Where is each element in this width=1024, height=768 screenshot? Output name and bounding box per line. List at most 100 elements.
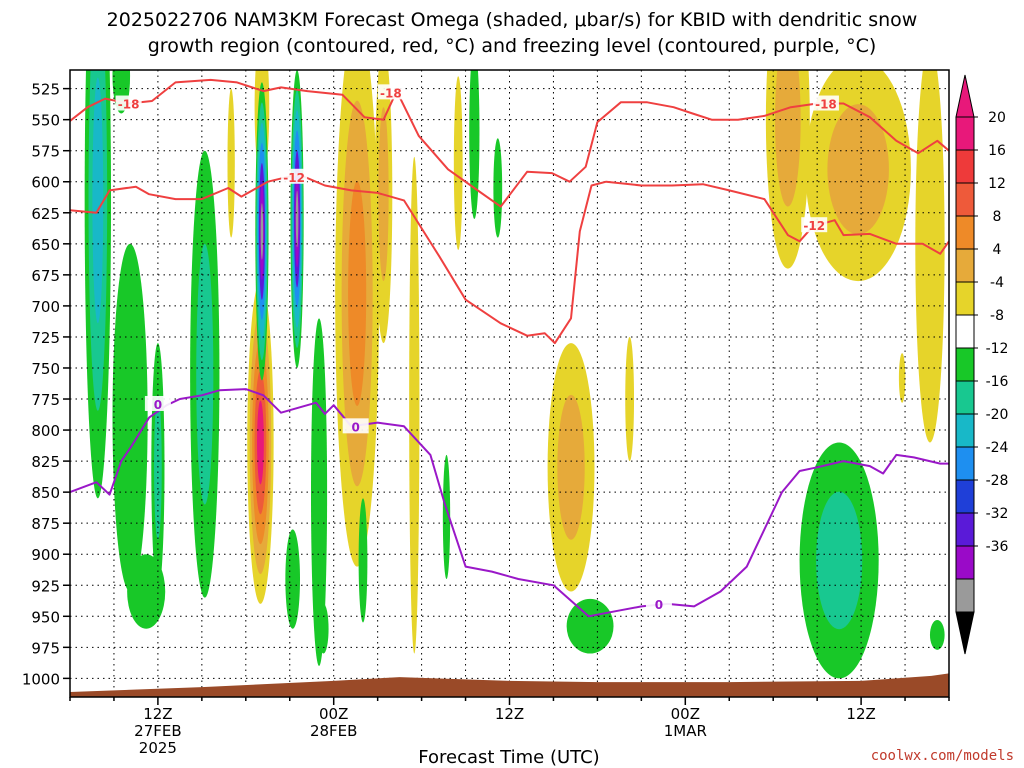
contour--18-label-bg-1 [377, 84, 404, 100]
omega-blob-29-level-0 [898, 353, 906, 403]
colorbar-segment-2 [955, 182, 975, 217]
colorbar-segment-4 [955, 248, 975, 283]
contour-0-label-0: 0 [154, 398, 162, 412]
colorbar-label-10: -24 [986, 440, 1009, 456]
omega-blob-28-level-1 [816, 491, 863, 630]
colorbar-arrow-bottom [955, 611, 975, 655]
colorbar-segment-1 [955, 149, 975, 184]
colorbar-label-13: -36 [986, 539, 1009, 555]
colorbar-label-1: 16 [988, 143, 1006, 159]
x-tick-label-42-1: 1MAR [664, 722, 707, 740]
colorbar-label-8: -16 [986, 374, 1009, 390]
y-tick-label-900: 900 [31, 546, 60, 564]
contour-0-label-1: 0 [351, 420, 359, 434]
contour--18-label-1: -18 [380, 86, 402, 100]
colorbar-arrow-top [955, 74, 975, 118]
omega-blob-19-level-0 [453, 76, 463, 251]
omega-blob-26-level-1 [827, 104, 889, 235]
y-tick-label-750: 750 [31, 360, 60, 378]
y-tick-label-800: 800 [31, 422, 60, 440]
omega-blob-12-level-0 [310, 318, 328, 666]
y-axis: 525 550 575 600 625 650 675 700 725 750 775 800 825 8… [22, 81, 70, 688]
y-tick-label-575: 575 [31, 143, 60, 161]
contour--18-label-bg-2 [812, 95, 839, 111]
colorbar-segment-10 [955, 446, 975, 481]
y-tick-label-950: 950 [31, 608, 60, 626]
x-tick-label-6-0: 12Z [143, 705, 172, 723]
colorbar-segment-0 [955, 116, 975, 151]
omega-blob-2-level-0 [112, 243, 148, 592]
y-tick-label-825: 825 [31, 453, 60, 471]
chart-title-line-1: 2025022706 NAM3KM Forecast Omega (shaded… [107, 9, 918, 31]
omega-shading [84, 70, 945, 679]
contour--18-label-2: -18 [815, 98, 837, 112]
credit-text: coolwx.com/models [871, 748, 1014, 764]
y-tick-label-550: 550 [31, 112, 60, 130]
y-tick-label-700: 700 [31, 298, 60, 316]
contour--18-label-0: -18 [118, 98, 140, 112]
y-tick-label-675: 675 [31, 267, 60, 285]
colorbar-label-2: 12 [988, 176, 1006, 192]
contour-0-label-bg-1 [342, 418, 369, 434]
colorbar-label-0: 20 [988, 110, 1006, 126]
colorbar-segment-6 [955, 314, 975, 349]
temperature-contours: -18 -18 -18 -12 -12 0 0 0 [70, 78, 949, 618]
colorbar-label-5: -4 [990, 275, 1004, 291]
omega-blob-0-level-2 [92, 77, 104, 324]
contour--18-label-bg-0 [115, 95, 142, 111]
omega-blob-22-level-1 [557, 394, 585, 540]
omega-blob-27-level-0 [915, 70, 945, 443]
colorbar: 20 16 12 8 4 -4 -8 -12 -16 -20 -24 -28 -32 -36 [955, 74, 1009, 655]
colorbar-label-7: -12 [986, 341, 1009, 357]
colorbar-segment-12 [955, 512, 975, 547]
omega-blob-17-level-0 [409, 156, 420, 654]
plot-area: -18 -18 -18 -12 -12 0 0 0 [69, 69, 950, 698]
grid-lines [70, 70, 949, 697]
omega-blob-11-level-0 [285, 529, 301, 629]
colorbar-segment-5 [955, 281, 975, 316]
colorbar-label-11: -28 [986, 473, 1009, 489]
x-tick-label-42-0: 00Z [671, 705, 700, 723]
colorbar-segment-14 [955, 578, 975, 613]
contour-0-label-2: 0 [655, 598, 663, 612]
terrain-surface [70, 673, 949, 697]
colorbar-label-3: 8 [993, 209, 1002, 225]
y-tick-label-850: 850 [31, 484, 60, 502]
colorbar-segment-7 [955, 347, 975, 382]
contour--12-label-bg-1 [801, 217, 828, 233]
omega-blob-16-level-0 [358, 498, 368, 623]
omega-blob-6-level-0 [227, 88, 235, 238]
colorbar-label-12: -32 [986, 506, 1009, 522]
y-tick-label-975: 975 [31, 639, 60, 657]
y-tick-label-875: 875 [31, 515, 60, 533]
terrain-layer [70, 673, 949, 697]
contour-0-line [70, 388, 949, 618]
colorbar-segment-8 [955, 380, 975, 415]
omega-blob-30-level-0 [929, 620, 945, 650]
colorbar-segment-13 [955, 545, 975, 580]
omega-blob-20-level-0 [469, 70, 480, 219]
y-tick-label-650: 650 [31, 236, 60, 254]
colorbar-segment-11 [955, 479, 975, 514]
omega-blob-25-level-1 [775, 70, 801, 207]
colorbar-segment-3 [955, 215, 975, 250]
x-tick-label-30-0: 12Z [495, 705, 524, 723]
y-tick-label-625: 625 [31, 205, 60, 223]
omega-blob-14-level-2 [348, 181, 367, 406]
y-tick-label-525: 525 [31, 81, 60, 99]
omega-blob-21-level-0 [493, 138, 503, 238]
x-tick-label-18-1: 28FEB [310, 722, 357, 740]
omega-blob-13-level-0 [318, 603, 329, 654]
chart-title-line-2: growth region (contoured, red, °C) and f… [148, 35, 877, 57]
x-axis-title: Forecast Time (UTC) [418, 747, 599, 768]
contour--12-label-1: -12 [803, 219, 825, 233]
y-tick-label-1000: 1000 [22, 670, 60, 688]
contour--12-label-0: -12 [283, 171, 305, 185]
colorbar-label-4: 4 [993, 242, 1002, 258]
omega-blob-9-level-6 [260, 203, 264, 260]
x-tick-label-54-0: 12Z [846, 705, 875, 723]
omega-blob-7-level-4 [257, 400, 264, 485]
y-tick-label-775: 775 [31, 391, 60, 409]
